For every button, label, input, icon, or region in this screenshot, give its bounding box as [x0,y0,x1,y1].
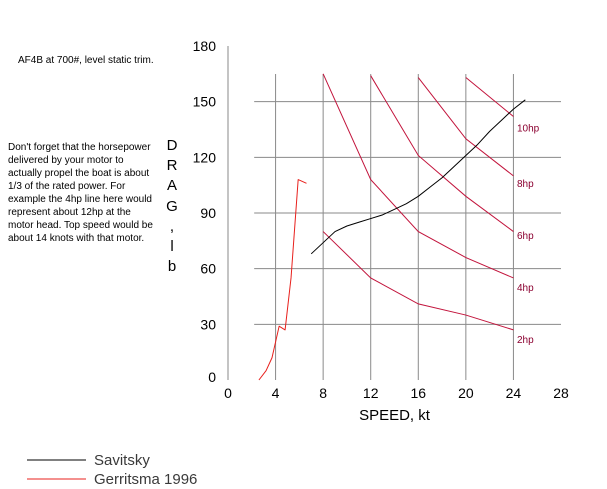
x-axis-label: SPEED, kt [359,407,431,424]
hp-label-10hp: 10hp [517,123,540,134]
hp-label-6hp: 6hp [517,231,534,242]
series-line-gerritsma [258,179,307,381]
hp-label-8hp: 8hp [517,179,534,190]
hp-curve-2hp [322,231,514,331]
y-axis-label-char: D [166,137,178,154]
x-tick-label: 8 [319,385,327,401]
y-tick-label: 150 [193,94,217,110]
y-axis-label-char: A [166,177,177,195]
legend-label: Gerritsma 1996 [94,471,197,488]
hp-curve-6hp [370,75,514,232]
y-tick-label: 60 [200,261,216,277]
horsepower-note: Don't forget that the horsepower deliver… [8,142,153,244]
y-tick-label: 120 [193,149,217,165]
y-tick-label: 0 [208,369,216,385]
y-axis-label-char: R [166,157,178,175]
x-tick-label: 12 [363,385,379,401]
series-line-savitsky [310,99,526,255]
y-axis-label-char: , [169,217,175,235]
y-axis-label-char: l [170,238,174,256]
horsepower-curves [322,73,514,331]
hp-curve-10hp [465,77,514,117]
hp-curve-4hp [322,73,514,279]
y-axis-label-char: b [167,258,177,276]
x-tick-label: 4 [272,385,280,401]
trim-note: AF4B at 700#, level static trim. [18,55,154,66]
x-tick-label: 28 [553,385,569,401]
y-tick-label: 30 [200,316,216,332]
y-axis-label-char: G [166,197,178,215]
y-tick-labels: 0 30 60 90 120 150 180 [193,38,217,385]
x-tick-label: 24 [506,385,522,401]
y-tick-label: 90 [200,205,216,221]
hp-label-4hp: 4hp [517,283,534,294]
hp-label-2hp: 2hp [517,335,534,346]
y-tick-label: 180 [193,38,217,54]
horsepower-labels: 2hp 4hp 6hp 8hp 10hp [517,123,540,346]
hp-curve-8hp [417,77,514,177]
legend-label: Savitsky [94,452,150,469]
x-tick-labels: 0 4 8 12 16 20 24 28 [224,385,569,401]
legend: Savitsky Gerritsma 1996 [27,452,197,488]
series-lines [258,99,526,381]
x-tick-label: 0 [224,385,232,401]
grid-lines [227,46,561,380]
x-tick-label: 16 [410,385,426,401]
x-tick-label: 20 [458,385,474,401]
